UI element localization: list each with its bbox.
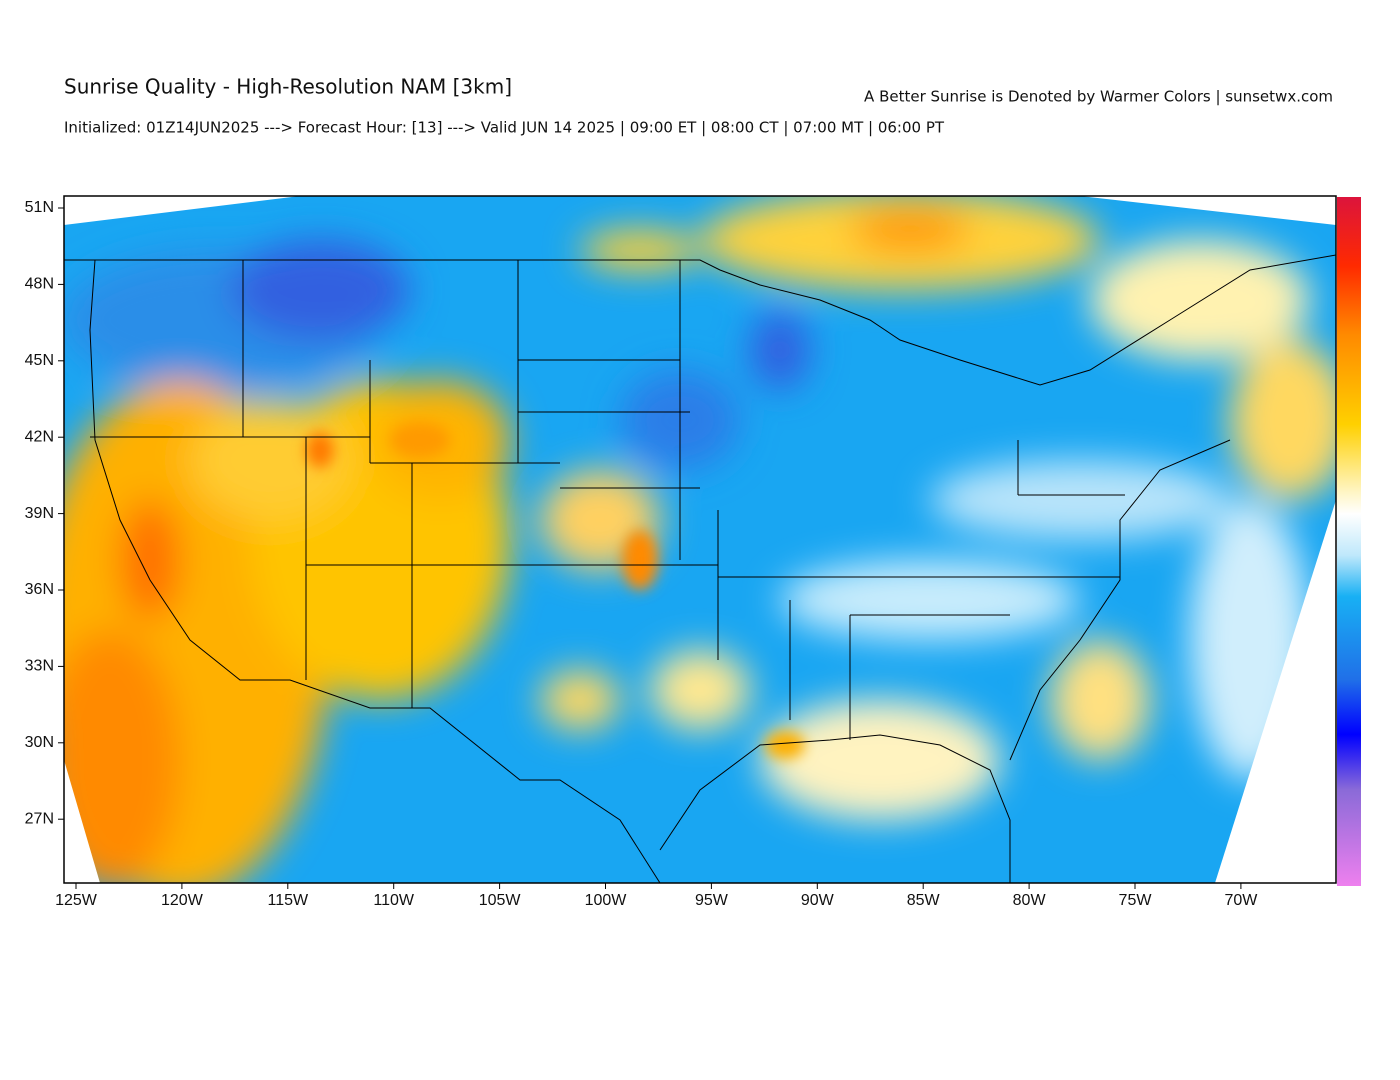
lon-label: 90W [801,892,835,909]
lon-label: 85W [907,892,941,909]
lon-label: 115W [267,892,309,909]
lon-label: 95W [695,892,729,909]
lon-label: 75W [1119,892,1153,909]
lat-label: 42N [25,428,54,445]
lat-label: 27N [25,810,54,827]
lon-label: 125W [55,892,98,909]
lon-label: 105W [479,892,522,909]
map-frame [63,195,1337,884]
lon-label: 120W [161,892,204,909]
forecast-field [64,196,1336,883]
axes: 51N 48N 45N 42N 39N 36N 33N 30N 27N 125W 120W 115W 1… [25,199,1259,909]
lon-label: 80W [1013,892,1047,909]
lat-label: 51N [25,199,54,216]
color-bar [1337,197,1361,886]
lon-label: 100W [585,892,628,909]
lat-label: 30N [25,734,54,751]
map-subtitle: Initialized: 01Z14JUN2025 ---> Forecast … [64,119,945,137]
lat-label: 33N [25,658,54,675]
lon-label: 70W [1224,892,1258,909]
map-caption: A Better Sunrise is Denoted by Warmer Co… [864,88,1333,106]
lon-label: 110W [373,892,415,909]
lat-label: 36N [25,581,54,598]
lat-label: 48N [25,276,54,293]
lat-label: 39N [25,505,54,522]
lat-label: 45N [25,352,54,369]
map-title: Sunrise Quality - High-Resolution NAM [3… [64,75,512,99]
